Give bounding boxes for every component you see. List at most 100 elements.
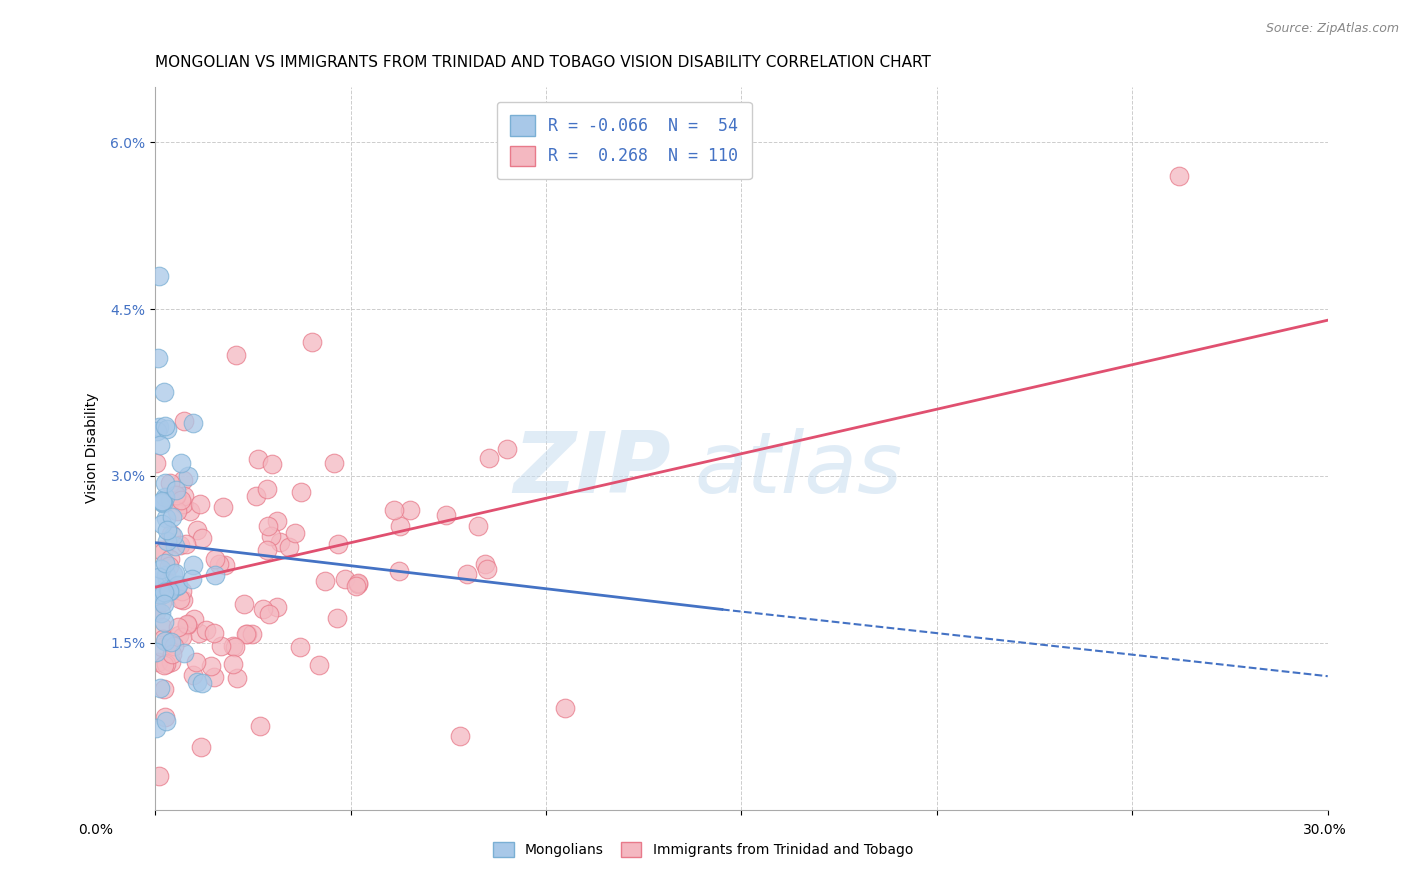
Point <box>232 597 254 611</box>
Point <box>150 620 173 634</box>
Point <box>388 564 411 578</box>
Point <box>208 557 231 571</box>
Point <box>153 384 176 399</box>
Point <box>246 452 269 467</box>
Point <box>174 536 197 550</box>
Point <box>160 509 183 524</box>
Point <box>184 655 207 669</box>
Point <box>153 557 176 571</box>
Point <box>153 585 176 599</box>
Point <box>166 620 188 634</box>
Point <box>256 543 278 558</box>
Point <box>155 714 177 728</box>
Point <box>235 627 257 641</box>
Point <box>165 489 187 503</box>
Point <box>153 597 176 611</box>
Point <box>474 557 496 571</box>
Point <box>195 624 218 638</box>
Point <box>153 419 176 434</box>
Point <box>204 551 226 566</box>
Point <box>346 577 368 591</box>
Point <box>1168 169 1191 183</box>
Point <box>266 514 288 528</box>
Point <box>288 640 311 655</box>
Point <box>177 469 200 483</box>
Point <box>225 348 247 362</box>
Point <box>160 655 183 669</box>
Point <box>148 268 170 283</box>
Point <box>148 769 170 783</box>
Point <box>160 647 183 661</box>
Point <box>145 645 167 659</box>
Point <box>335 572 357 586</box>
Point <box>495 442 517 456</box>
Point <box>155 657 177 671</box>
Point <box>209 639 232 653</box>
Point <box>221 657 243 672</box>
Point <box>382 502 405 516</box>
Point <box>475 562 498 576</box>
Point <box>155 567 177 582</box>
Point <box>434 508 457 523</box>
Point <box>308 657 330 672</box>
Point <box>156 533 179 548</box>
Point <box>222 639 245 653</box>
Point <box>165 539 187 553</box>
Point <box>152 615 174 629</box>
Point <box>173 489 195 503</box>
Point <box>150 595 173 609</box>
Point <box>301 335 323 350</box>
Point <box>187 625 209 640</box>
Point <box>191 676 214 690</box>
Point <box>256 482 278 496</box>
Point <box>456 566 478 581</box>
Point <box>326 611 349 625</box>
Point <box>162 567 184 582</box>
Point <box>165 487 187 501</box>
Point <box>159 552 181 566</box>
Point <box>170 456 193 470</box>
Point <box>191 531 214 545</box>
Point <box>148 655 170 669</box>
Point <box>240 626 263 640</box>
Point <box>257 519 280 533</box>
Point <box>160 635 183 649</box>
Point <box>467 519 489 533</box>
Point <box>145 579 167 593</box>
Point <box>153 658 176 673</box>
Point <box>214 558 236 572</box>
Point <box>165 483 187 497</box>
Point <box>181 572 204 586</box>
Point <box>150 607 173 621</box>
Point <box>145 600 167 615</box>
Point <box>148 419 170 434</box>
Point <box>148 587 170 601</box>
Point <box>156 582 179 596</box>
Point <box>188 497 211 511</box>
Point <box>163 639 186 653</box>
Point <box>166 504 188 518</box>
Point <box>165 566 187 581</box>
Point <box>170 630 193 644</box>
Point <box>449 729 471 743</box>
Point <box>150 542 173 557</box>
Point <box>326 537 349 551</box>
Point <box>167 578 190 592</box>
Point <box>224 640 246 654</box>
Point <box>155 710 177 724</box>
Point <box>260 458 283 472</box>
Text: Source: ZipAtlas.com: Source: ZipAtlas.com <box>1265 22 1399 36</box>
Point <box>181 668 204 682</box>
Point <box>148 351 170 366</box>
Point <box>169 591 191 606</box>
Point <box>153 634 176 648</box>
Point <box>173 414 195 428</box>
Point <box>169 538 191 552</box>
Point <box>152 494 174 508</box>
Point <box>159 527 181 541</box>
Point <box>204 567 226 582</box>
Text: ZIP: ZIP <box>513 428 671 511</box>
Point <box>202 625 225 640</box>
Point <box>172 473 194 487</box>
Point <box>323 456 346 470</box>
